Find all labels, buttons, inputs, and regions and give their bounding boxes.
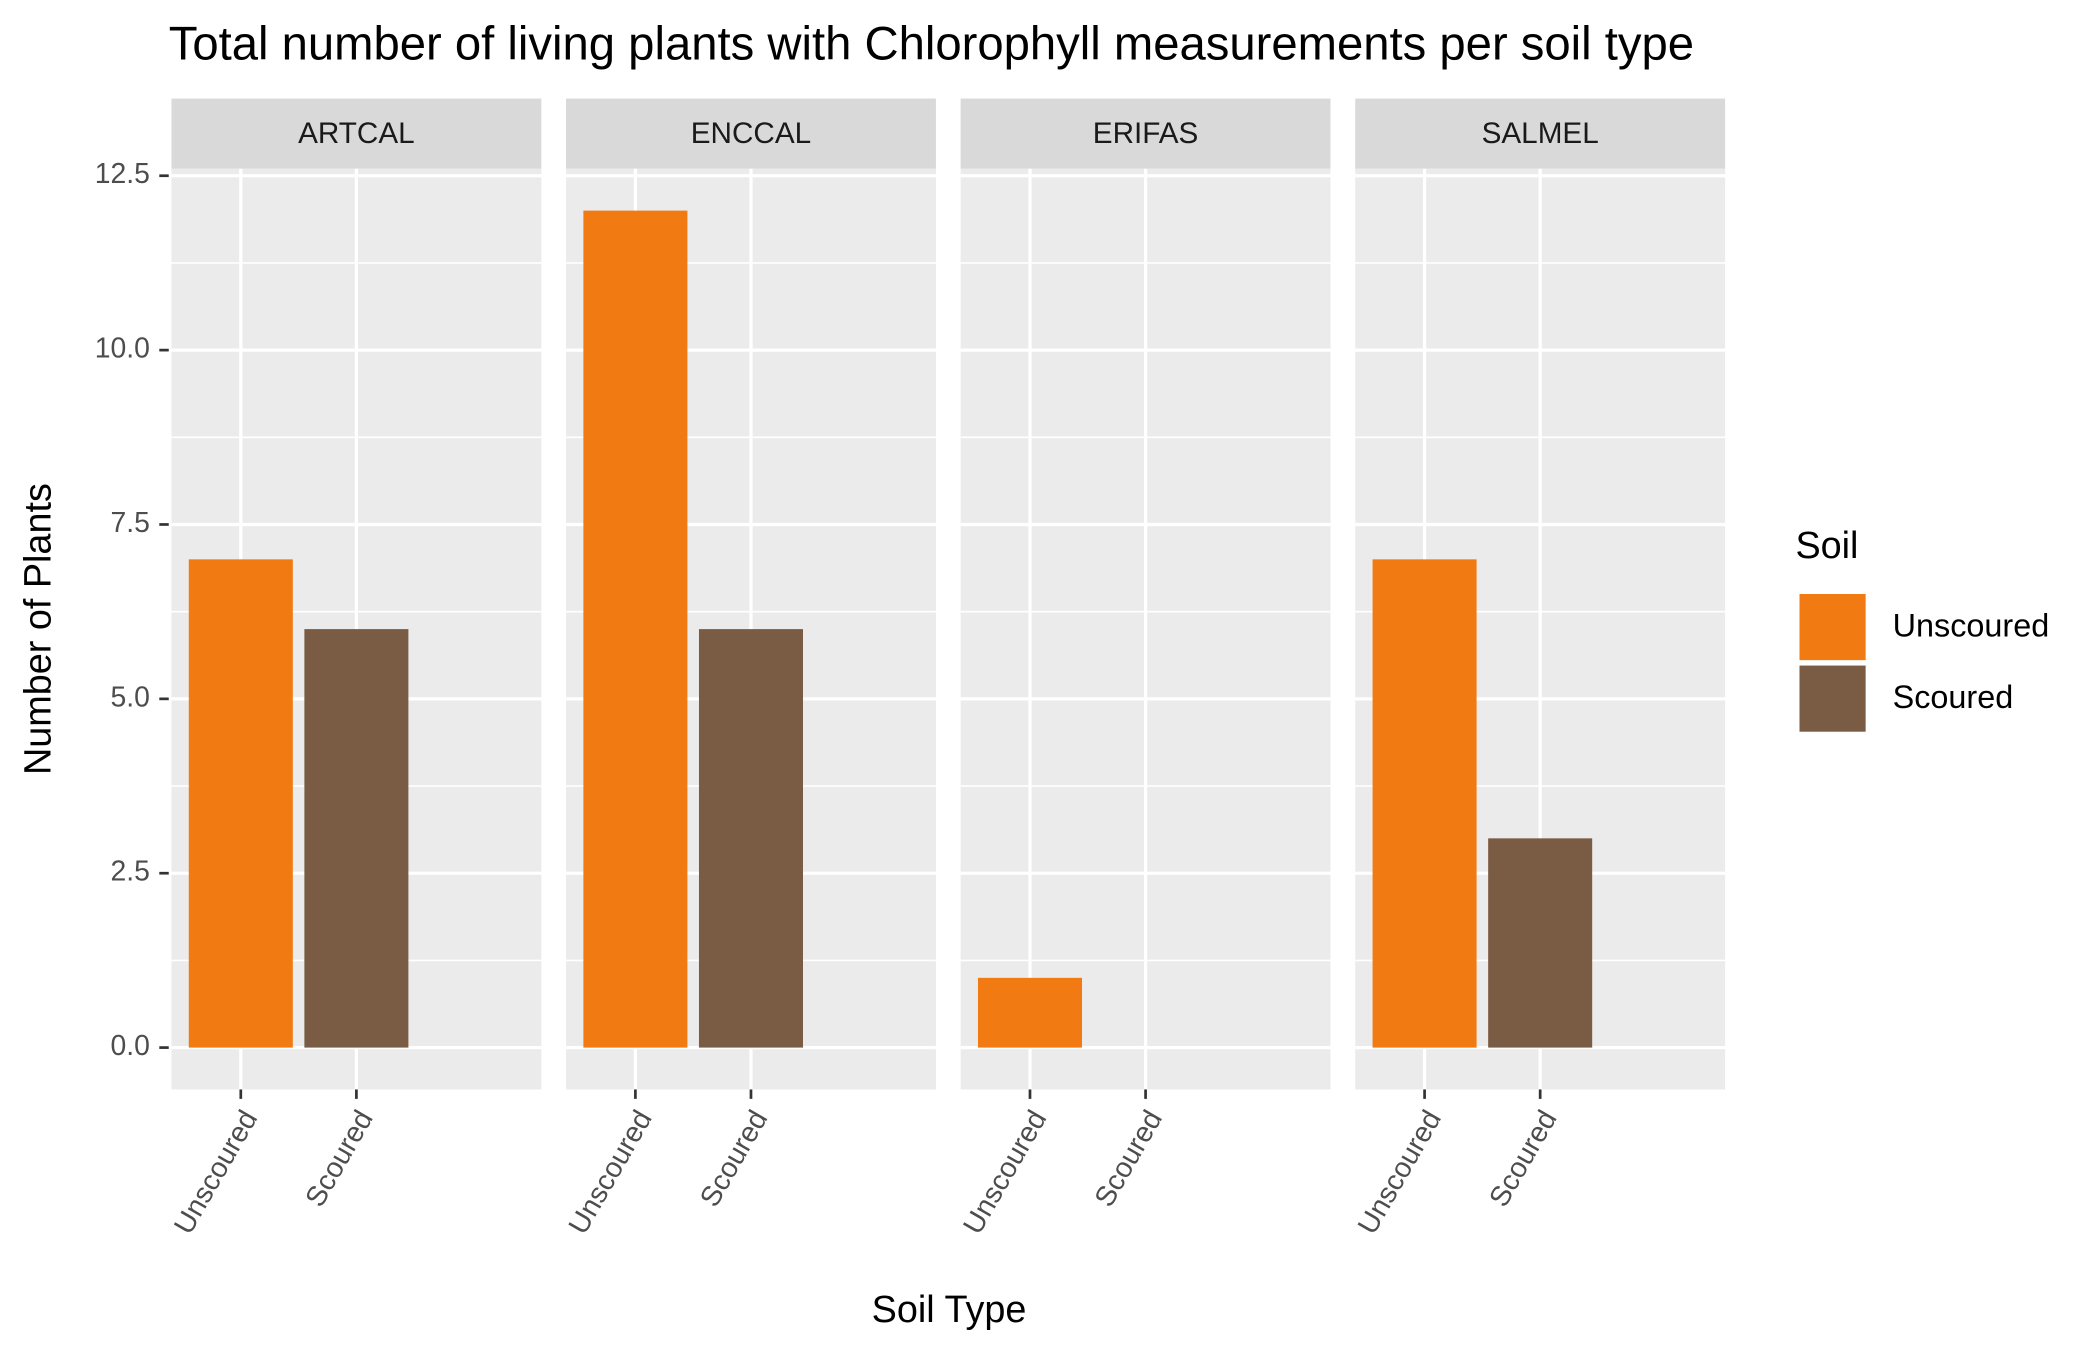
legend-title: Soil bbox=[1795, 525, 1858, 567]
y-tick-label: 7.5 bbox=[110, 507, 149, 539]
y-axis-title: Number of Plants bbox=[17, 483, 59, 775]
bar bbox=[1488, 838, 1593, 1048]
strip bbox=[566, 98, 936, 169]
y-tick-label: 0.0 bbox=[110, 1030, 149, 1062]
legend-key bbox=[1799, 594, 1866, 661]
strip bbox=[171, 98, 542, 169]
bar bbox=[188, 559, 293, 1048]
bar bbox=[977, 977, 1083, 1048]
strip bbox=[1355, 98, 1726, 169]
legend-label: Unscoured bbox=[1893, 607, 2050, 643]
y-tick-label: 5.0 bbox=[110, 681, 149, 713]
strip bbox=[960, 98, 1331, 169]
legend-label: Scoured bbox=[1893, 679, 2014, 715]
chart-title: Total number of living plants with Chlor… bbox=[169, 18, 1694, 71]
y-tick-label: 12.5 bbox=[95, 158, 150, 190]
facet-title: ERIFAS bbox=[1093, 117, 1199, 150]
facet-title: SALMEL bbox=[1482, 117, 1599, 150]
facet-title: ARTCAL bbox=[298, 117, 415, 150]
facet-title: ENCCAL bbox=[691, 117, 811, 150]
bar bbox=[698, 629, 803, 1048]
bar bbox=[1372, 559, 1477, 1048]
legend-key bbox=[1799, 665, 1866, 732]
y-tick-label: 10.0 bbox=[95, 333, 150, 365]
y-tick-label: 2.5 bbox=[110, 856, 149, 888]
x-axis-title: Soil Type bbox=[872, 1289, 1027, 1331]
bar bbox=[304, 629, 409, 1048]
bar bbox=[583, 210, 688, 1048]
